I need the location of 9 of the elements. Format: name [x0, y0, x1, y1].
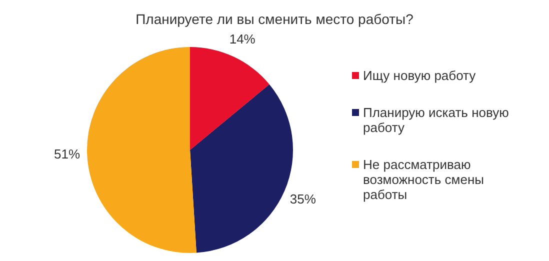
legend-label: Планирую искать новую работу — [363, 105, 510, 135]
chart-title: Планируете ли вы сменить место работы? — [136, 11, 414, 27]
data-label: 14% — [229, 31, 256, 46]
pie-slice — [87, 47, 196, 253]
legend-label: Не рассматриваю возможность смены работы — [363, 157, 484, 202]
legend-label: Ищу новую работу — [363, 68, 476, 83]
data-label: 51% — [54, 146, 81, 162]
pie-slice — [190, 47, 270, 150]
data-label: 35% — [290, 191, 316, 206]
